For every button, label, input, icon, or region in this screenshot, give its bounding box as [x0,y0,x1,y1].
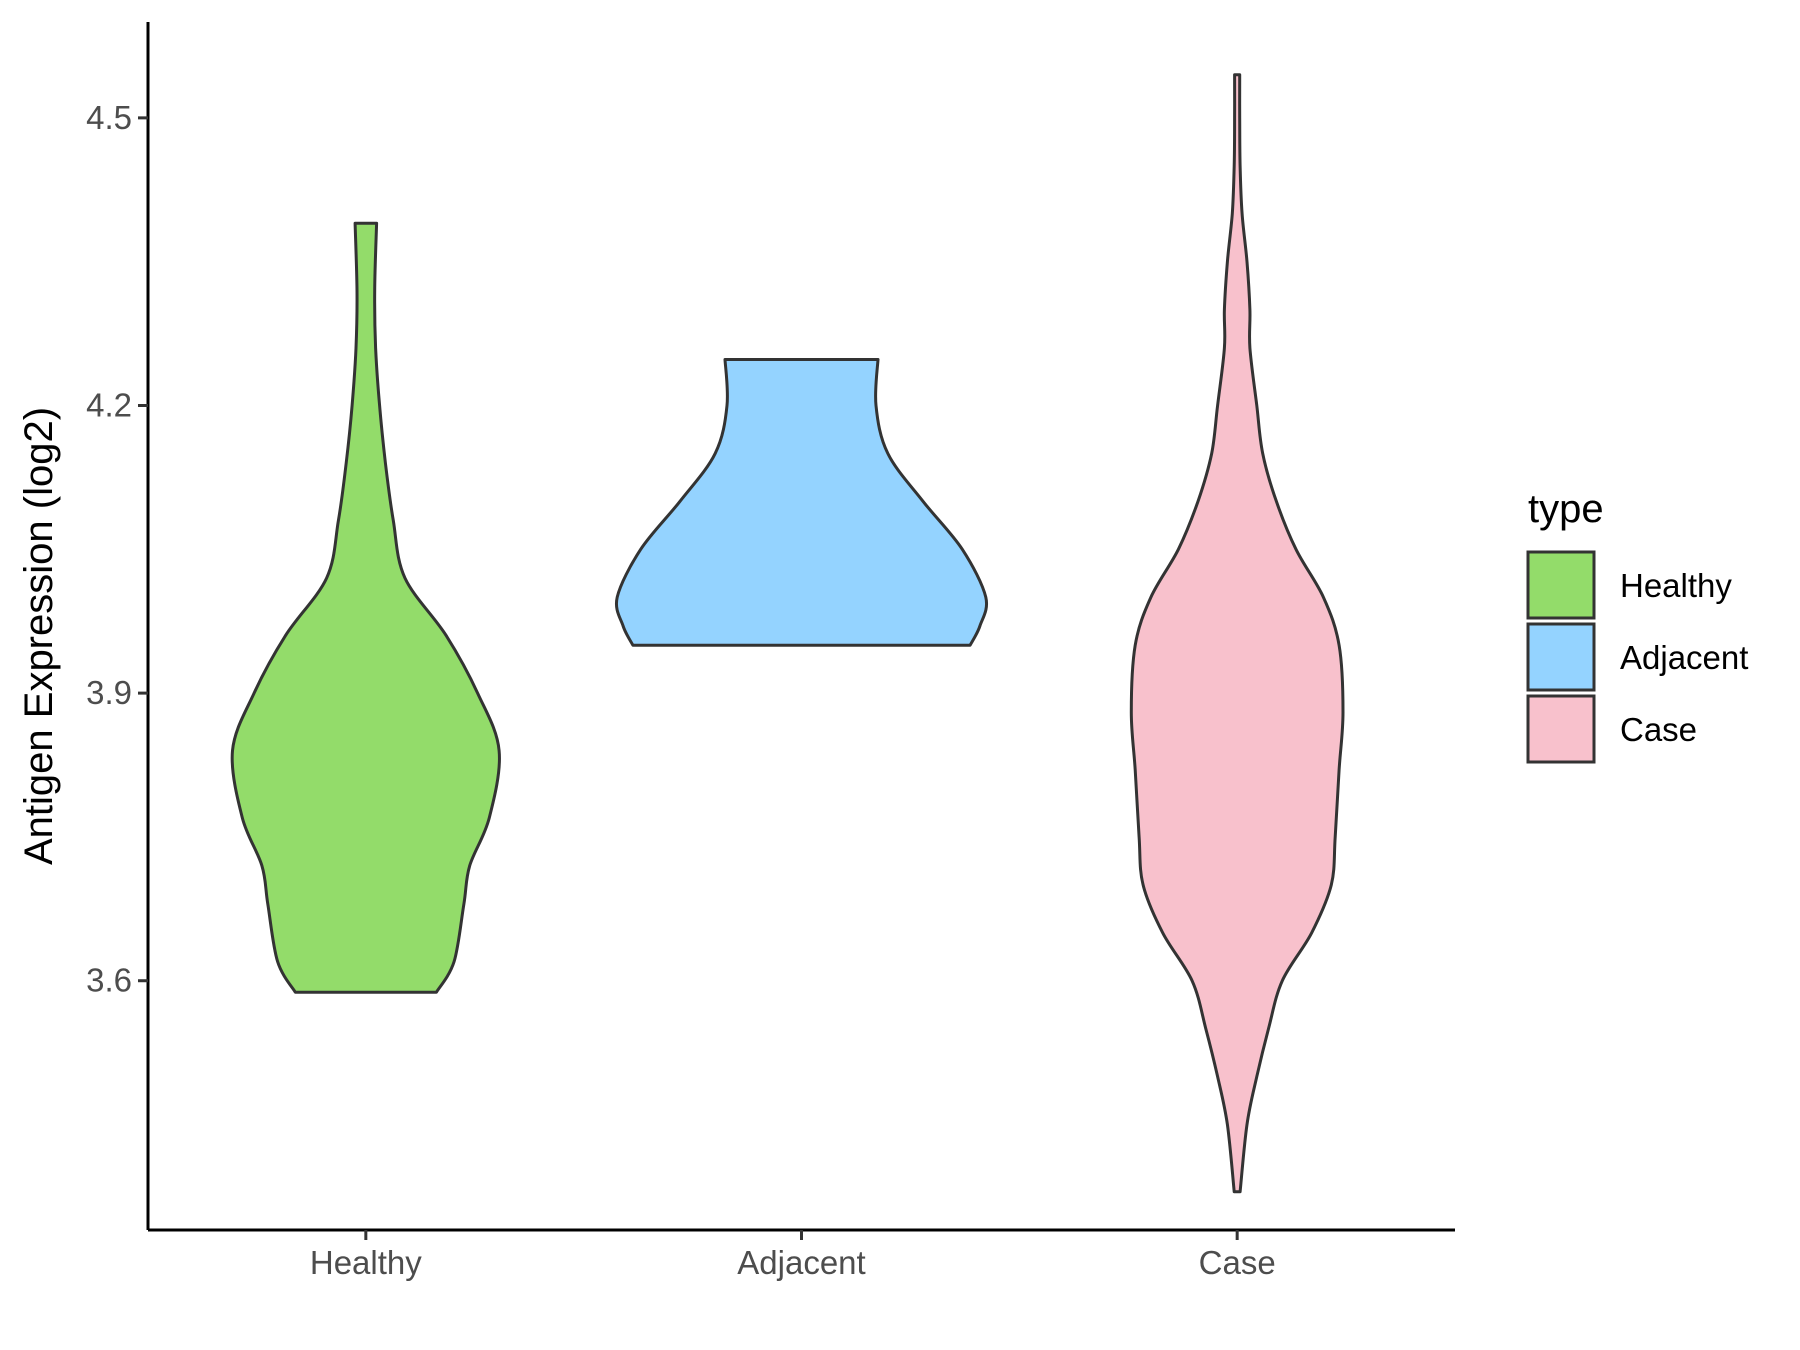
legend: type Healthy Adjacent Case [1526,487,1748,764]
y-axis-title: Antigen Expression (log2) [17,407,61,865]
legend-key-healthy [1526,550,1596,620]
y-tick-label: 4.2 [86,386,132,423]
legend-key-adjacent [1526,622,1596,692]
y-tick-label: 3.6 [86,962,132,999]
legend-items: Healthy Adjacent Case [1526,550,1748,764]
x-tick-label: Case [1199,1244,1276,1281]
violin-case [1129,73,1345,1194]
violin-healthy [230,221,501,994]
legend-label: Adjacent [1620,639,1748,676]
legend-label: Case [1620,711,1697,748]
axes: 3.6 3.9 4.2 4.5 Healthy Adjacent Case [86,22,1455,1281]
legend-label: Healthy [1620,567,1732,604]
legend-title: type [1528,487,1604,531]
violin-adjacent [615,358,988,647]
y-tick-label: 4.5 [86,99,132,136]
y-ticks: 3.6 3.9 4.2 4.5 [86,99,148,999]
legend-key-case [1526,694,1596,764]
violin-layer [230,73,1345,1194]
x-ticks: Healthy Adjacent Case [310,1230,1276,1281]
x-tick-label: Healthy [310,1244,422,1281]
x-tick-label: Adjacent [737,1244,865,1281]
y-tick-label: 3.9 [86,674,132,711]
